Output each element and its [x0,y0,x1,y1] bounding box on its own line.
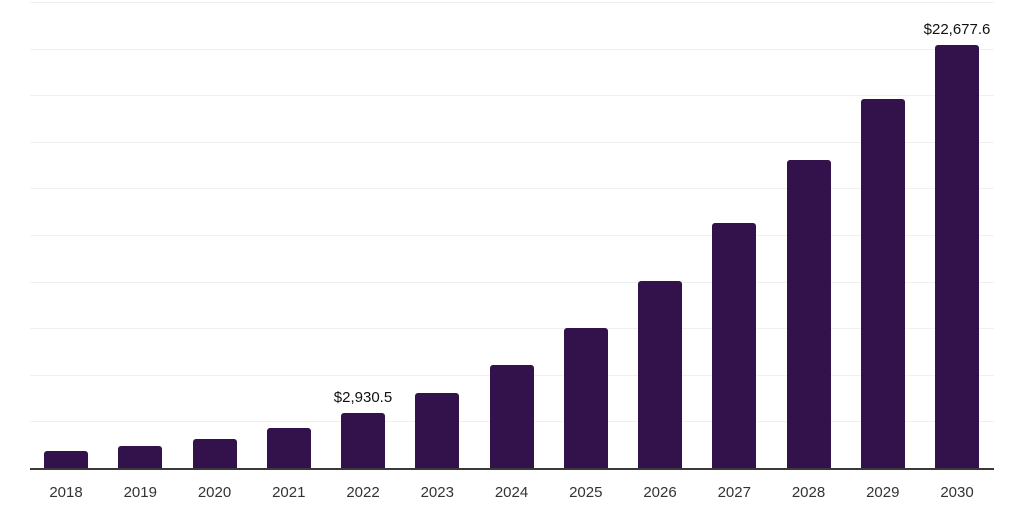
bar-2022[interactable]: $2,930.5 [334,389,392,468]
x-axis-label-2023: 2023 [420,484,454,501]
x-axis-label-2030: 2030 [940,484,974,501]
plot-area: 2018 2019 2020 2021 $2,930.5 2022 2023 2024 2025… [30,2,994,501]
bar-2021[interactable] [266,428,311,468]
gridline [30,328,994,330]
bar-column: 2023 [415,2,460,501]
bar-column: 2018 [44,2,88,501]
bar-column: 2025 [563,2,608,501]
gridline [30,48,994,50]
bar-2027[interactable] [712,223,757,468]
bar-2020[interactable] [192,439,237,468]
gridline [30,141,994,143]
bar-column: 2019 [118,2,163,501]
bar-column: 2028 [786,2,831,501]
gridline [30,235,994,236]
x-axis-label-2029: 2029 [866,484,900,501]
bar-column: $2,930.5 2022 [334,2,392,501]
x-axis-label-2028: 2028 [791,484,826,501]
gridline [30,95,994,97]
x-axis-label-2022: 2022 [346,484,380,501]
gridline [30,281,994,283]
bar-2026[interactable] [638,280,682,468]
bar-column: 2021 [266,2,311,501]
bar-2023[interactable] [415,392,460,468]
bar-2018[interactable] [44,451,88,468]
bar-2028[interactable] [786,160,831,468]
x-axis-label-2027: 2027 [717,484,751,501]
gridline [30,2,994,3]
x-axis-label-2018: 2018 [49,484,83,501]
bar-2025[interactable] [563,327,608,468]
bar-value-label: $22,677.6 [923,21,991,39]
bar-column: 2020 [192,2,237,501]
bar-value-label: $2,930.5 [333,389,393,407]
x-axis-label-2019: 2019 [123,484,157,501]
gridline [30,188,994,190]
bar-column: $22,677.6 2030 [924,2,991,501]
bar-column: 2029 [860,2,905,501]
bars-container: 2018 2019 2020 2021 $2,930.5 2022 2023 2024 2025… [30,2,994,501]
x-axis-label-2020: 2020 [197,484,232,501]
x-axis-label-2021: 2021 [272,484,306,501]
x-axis-label-2025: 2025 [569,484,603,501]
x-axis-label-2024: 2024 [494,484,529,501]
bar-2019[interactable] [118,446,163,468]
x-axis-label-2026: 2026 [643,484,677,501]
bar-2029[interactable] [860,98,905,468]
bar-2030[interactable]: $22,677.6 [924,21,990,468]
bar-column: 2027 [712,2,757,501]
bar-2024[interactable] [489,365,534,468]
bar-column: 2024 [489,2,534,501]
bar-column: 2026 [638,2,682,501]
